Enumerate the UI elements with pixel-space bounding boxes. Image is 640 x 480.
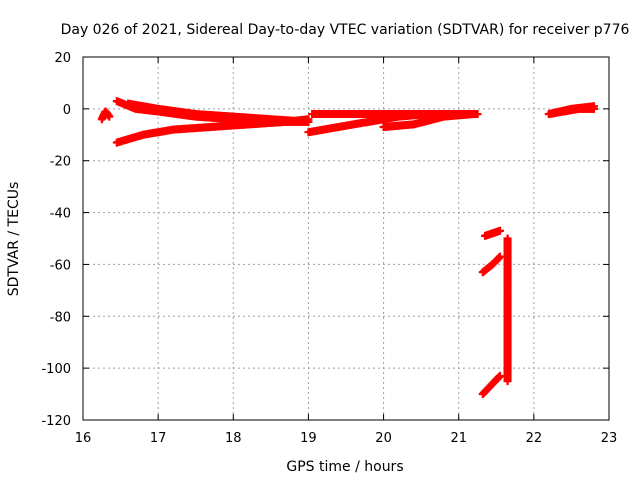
x-tick-label: 18 bbox=[225, 431, 242, 446]
y-tick-label: 20 bbox=[54, 51, 71, 66]
y-tick-label: 0 bbox=[63, 103, 71, 118]
axis-ticks bbox=[82, 56, 610, 421]
x-tick-label: 17 bbox=[150, 431, 167, 446]
x-tick-label: 16 bbox=[75, 431, 92, 446]
series-track-h bbox=[481, 226, 505, 240]
series-track-g bbox=[379, 110, 478, 132]
x-tick-label: 22 bbox=[526, 431, 543, 446]
series-track-j bbox=[478, 371, 505, 399]
y-tick-labels: 20 0 -20 -40 -60 -80 -100 -120 bbox=[41, 51, 71, 429]
y-tick-label: -40 bbox=[50, 207, 71, 222]
x-axis-label: GPS time / hours bbox=[286, 459, 403, 475]
data-points bbox=[97, 97, 598, 399]
series-track-k bbox=[503, 234, 512, 386]
data-point bbox=[105, 112, 114, 121]
plot-frame bbox=[82, 56, 610, 421]
x-tick-label: 21 bbox=[450, 431, 467, 446]
data-point bbox=[469, 110, 478, 119]
x-tick-label: 23 bbox=[601, 431, 618, 446]
data-point bbox=[496, 226, 505, 235]
data-point bbox=[496, 371, 505, 380]
x-tick-label: 19 bbox=[300, 431, 317, 446]
data-point bbox=[496, 252, 505, 261]
data-point bbox=[503, 377, 512, 386]
data-point bbox=[304, 117, 313, 126]
y-tick-label: -80 bbox=[50, 310, 71, 325]
series-track-m bbox=[544, 102, 598, 119]
series-track-a bbox=[97, 107, 114, 124]
x-tick-label: 20 bbox=[375, 431, 392, 446]
series-track-d bbox=[124, 99, 313, 126]
chart-title: Day 026 of 2021, Sidereal Day-to-day VTE… bbox=[61, 22, 630, 38]
data-point bbox=[589, 102, 598, 111]
x-tick-labels: 16 17 18 19 20 21 22 23 bbox=[75, 431, 618, 446]
y-tick-label: -120 bbox=[41, 414, 71, 429]
series-track-i bbox=[478, 252, 505, 277]
y-axis-label: SDTVAR / TECUs bbox=[6, 182, 22, 297]
y-tick-label: -100 bbox=[41, 362, 71, 377]
y-tick-label: -60 bbox=[50, 258, 71, 273]
y-tick-label: -20 bbox=[50, 155, 71, 170]
